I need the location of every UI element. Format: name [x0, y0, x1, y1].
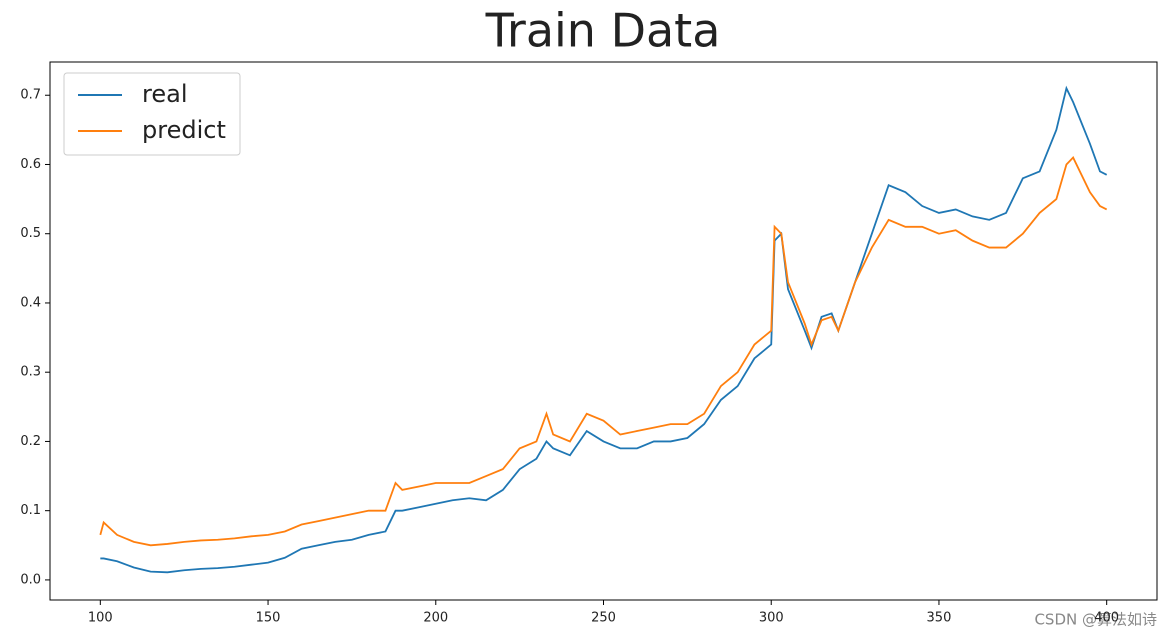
y-tick-label: 0.1 [20, 503, 41, 518]
y-tick-label: 0.6 [20, 157, 41, 172]
line-series [100, 85, 1108, 574]
y-tick-label: 0.5 [20, 226, 41, 241]
x-tick-label: 200 [423, 611, 448, 626]
y-tick-label: 0.4 [20, 295, 41, 310]
legend-box [63, 72, 241, 156]
chart-title: Train Data [485, 4, 721, 58]
x-tick-label: 350 [927, 611, 952, 626]
watermark: CSDN @算法如诗 [1034, 611, 1157, 629]
y-tick-label: 0.7 [20, 88, 41, 103]
x-tick-label: 400 [1094, 611, 1119, 626]
y-tick-label: 0.2 [20, 434, 41, 449]
x-tick-label: 250 [591, 611, 616, 626]
x-tick-label: 150 [256, 611, 281, 626]
legend-label: predict [142, 116, 226, 144]
y-tick-label: 0.3 [20, 365, 41, 380]
y-tick-label: 0.0 [20, 572, 41, 587]
legend-label: real [142, 80, 187, 108]
line-series [99, 155, 1108, 547]
x-tick-label: 100 [88, 611, 113, 626]
x-tick-label: 300 [759, 611, 784, 626]
